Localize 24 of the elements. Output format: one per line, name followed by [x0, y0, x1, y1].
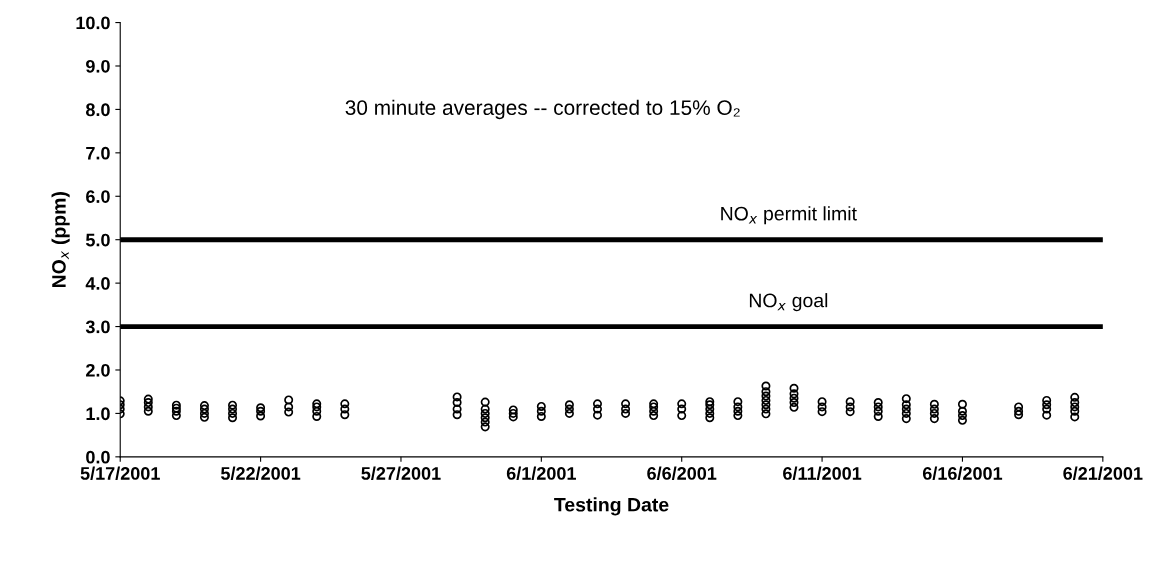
- x-tick-label: 5/17/2001: [80, 466, 160, 481]
- y-tick-label: 7.0: [86, 146, 110, 160]
- y-tick-label: 10.0: [76, 16, 110, 30]
- ref-line-label: NO$_{x}$ goal: [749, 293, 828, 312]
- y-tick-label: 5.0: [85, 233, 110, 247]
- x-tick-label: 6/6/2001: [647, 466, 717, 481]
- y-tick-label: 1.0: [86, 407, 110, 421]
- y-tick-label: 8.0: [85, 103, 110, 117]
- y-tick-label: 3.0: [85, 320, 110, 334]
- x-tick-label: 6/1/2001: [506, 466, 576, 481]
- ref-line-label: NO$_{x}$ permit limit: [721, 206, 857, 225]
- x-tick-label: 6/16/2001: [922, 466, 1003, 481]
- y-tick-label: 0.0: [86, 450, 110, 464]
- y-tick-label: 9.0: [86, 59, 110, 73]
- y-tick-label: 2.0: [86, 363, 110, 377]
- y-tick-label: 6.0: [86, 190, 110, 203]
- annotation: 30 minute averages -- corrected to 15% O₂: [345, 99, 740, 120]
- x-tick-label: 6/11/2001: [783, 466, 862, 481]
- x-axis-title: Testing Date: [554, 497, 669, 516]
- x-tick-label: 6/21/2001: [1063, 466, 1143, 481]
- x-tick-label: 5/22/2001: [220, 466, 301, 481]
- x-tick-label: 5/27/2001: [361, 466, 441, 481]
- y-axis-title: NO$_{x}$ (ppm): [51, 192, 70, 288]
- y-tick-label: 4.0: [85, 277, 110, 290]
